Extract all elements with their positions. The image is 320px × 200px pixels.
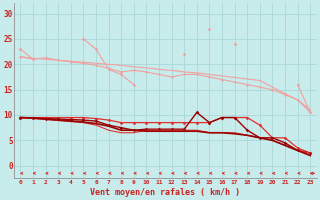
- X-axis label: Vent moyen/en rafales ( km/h ): Vent moyen/en rafales ( km/h ): [90, 188, 240, 197]
